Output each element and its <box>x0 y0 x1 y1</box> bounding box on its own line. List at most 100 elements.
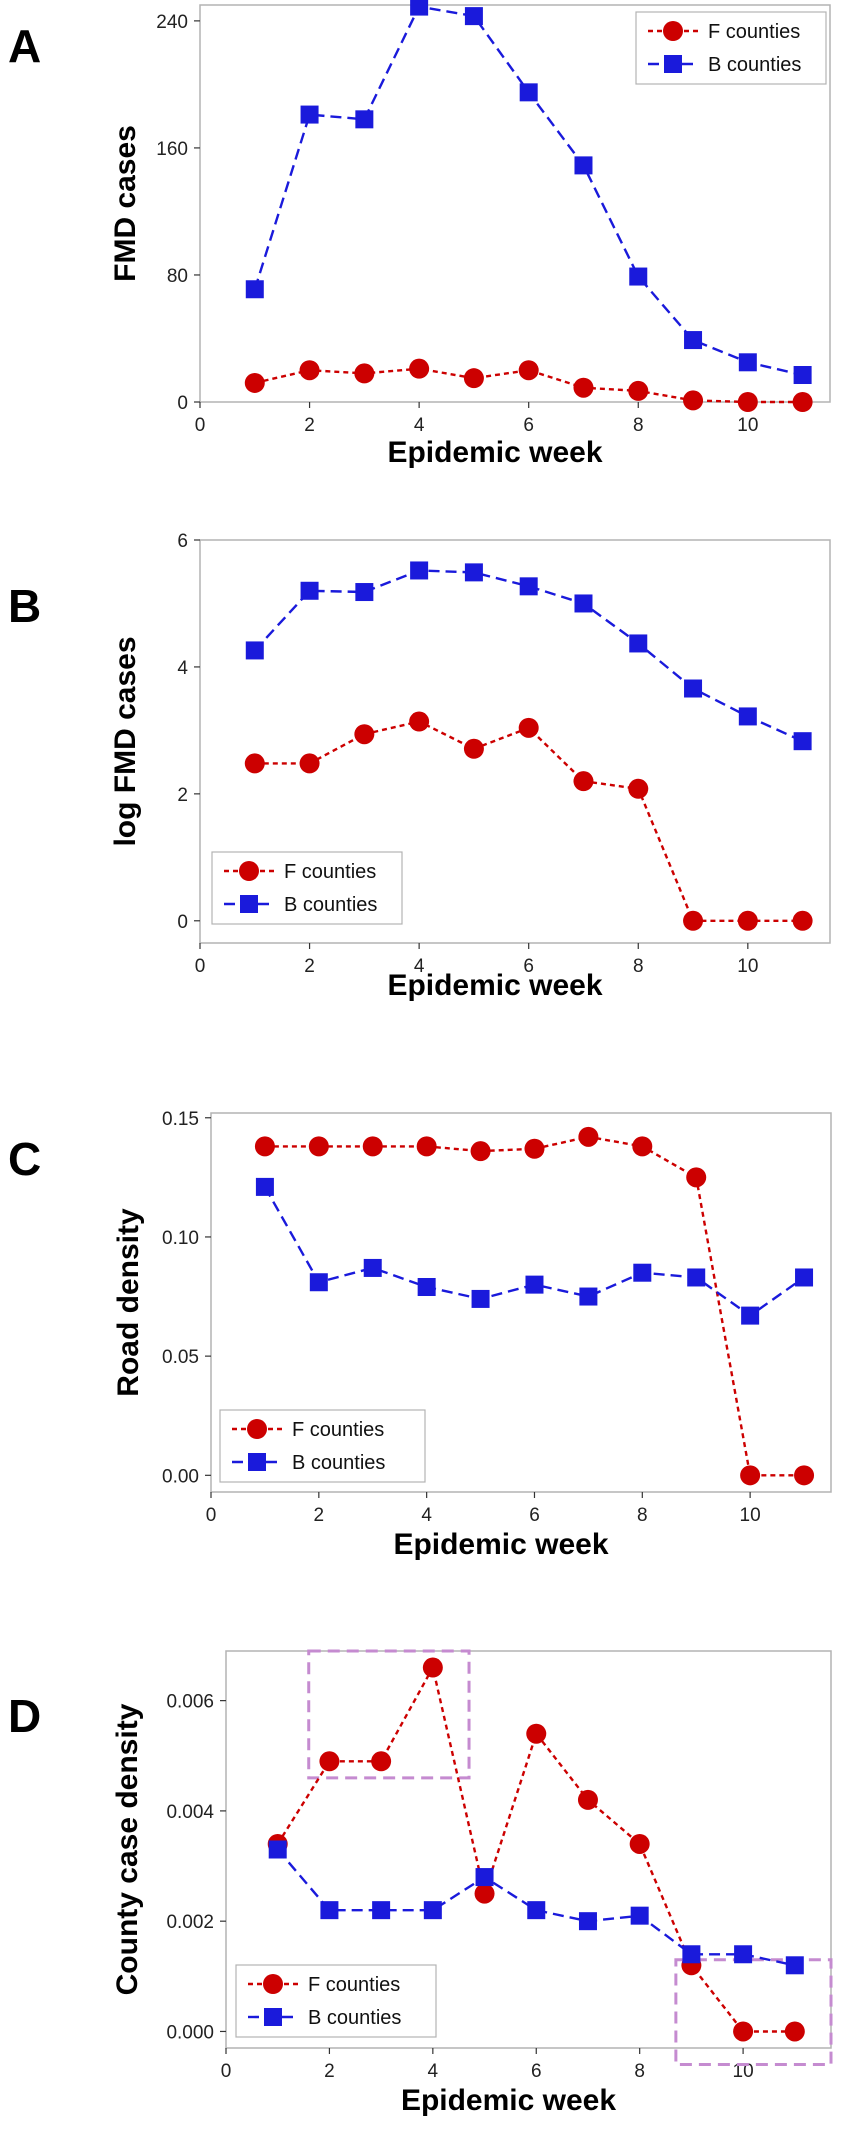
data-point <box>299 753 320 774</box>
data-point <box>319 1751 340 1772</box>
x-tick-label: 6 <box>523 956 534 977</box>
data-point <box>299 360 320 381</box>
data-point <box>475 1868 494 1887</box>
data-point <box>733 2021 754 2042</box>
y-tick-label: 0.002 <box>166 1912 214 1933</box>
data-point <box>464 563 483 582</box>
data-point <box>463 368 484 389</box>
x-tick-label: 8 <box>633 956 644 977</box>
data-point <box>354 363 375 384</box>
y-tick-label: 240 <box>156 12 188 33</box>
x-tick-label: 2 <box>314 1505 325 1526</box>
data-point <box>738 353 757 372</box>
legend-label: B counties <box>708 54 801 76</box>
data-point <box>422 1657 443 1678</box>
legend-marker <box>264 2008 282 2026</box>
data-point <box>684 331 703 350</box>
data-point <box>629 634 648 653</box>
data-point <box>577 1789 598 1810</box>
x-tick-label: 4 <box>421 1505 432 1526</box>
x-tick-label: 10 <box>737 956 758 977</box>
y-tick-label: 0 <box>177 393 188 414</box>
y-tick-label: 0.10 <box>162 1228 199 1249</box>
data-point <box>371 1751 392 1772</box>
data-point <box>300 105 319 124</box>
x-tick-label: 4 <box>428 2061 439 2082</box>
y-tick-label: 0.00 <box>162 1466 199 1487</box>
data-point <box>574 156 593 175</box>
data-point <box>784 2021 805 2042</box>
legend: F counties B counties <box>219 1409 426 1483</box>
data-point <box>793 732 812 751</box>
y-tick-label: 4 <box>177 658 188 679</box>
x-tick-label: 10 <box>740 1505 761 1526</box>
chart-panel-a: A 0 2 4 6 8 10 0 80 160 240 Epidemic week FMD cases F… <box>8 0 831 469</box>
legend: F counties B counties <box>635 11 827 85</box>
data-point <box>578 1912 597 1931</box>
data-point <box>518 717 539 738</box>
legend-label: F counties <box>308 1974 400 1996</box>
legend-label: F counties <box>284 861 376 883</box>
data-point <box>687 1268 706 1287</box>
data-point <box>792 392 813 412</box>
x-tick-label: 10 <box>733 2061 754 2082</box>
data-point <box>245 641 264 660</box>
series-b-counties <box>255 1177 814 1325</box>
data-point <box>686 1167 707 1188</box>
data-point <box>471 1289 490 1308</box>
data-point <box>309 1273 328 1292</box>
panel-letter: C <box>8 1133 41 1185</box>
x-tick-label: 0 <box>195 415 206 436</box>
y-tick-label: 0.004 <box>166 1802 214 1823</box>
data-point <box>372 1901 391 1920</box>
data-point <box>244 372 265 393</box>
legend-marker <box>663 21 683 41</box>
legend-marker <box>248 1453 266 1471</box>
data-point <box>245 280 264 299</box>
data-point <box>416 1136 437 1157</box>
series-f-counties <box>244 711 813 931</box>
data-point <box>740 1465 761 1486</box>
data-point <box>254 1136 275 1157</box>
y-tick-label: 0 <box>177 912 188 933</box>
y-axis-title: County case density <box>111 1703 144 1995</box>
data-point <box>417 1278 436 1297</box>
data-point <box>519 577 538 596</box>
series-f-counties <box>254 1126 815 1486</box>
data-point <box>474 1883 495 1904</box>
legend-label: F counties <box>292 1419 384 1441</box>
x-tick-label: 0 <box>195 956 206 977</box>
data-point <box>573 771 594 792</box>
x-tick-label: 4 <box>414 956 425 977</box>
series-line <box>253 569 804 743</box>
data-point <box>255 1177 274 1196</box>
x-tick-label: 10 <box>737 415 758 436</box>
data-point <box>682 1945 701 1964</box>
data-point <box>684 679 703 698</box>
data-point <box>363 1258 382 1277</box>
data-point <box>785 1956 804 1975</box>
data-point <box>355 110 374 129</box>
data-point <box>300 581 319 600</box>
data-point <box>632 1136 653 1157</box>
data-point <box>630 1906 649 1925</box>
data-point <box>518 360 539 381</box>
x-axis-title: Epidemic week <box>401 2084 616 2117</box>
x-tick-label: 8 <box>634 2061 645 2082</box>
data-point <box>793 366 812 385</box>
data-point <box>741 1306 760 1325</box>
data-point <box>244 753 265 774</box>
y-tick-label: 0.006 <box>166 1692 214 1713</box>
series-f-counties <box>267 1657 805 2042</box>
data-point <box>519 83 538 102</box>
legend-label: B counties <box>292 1452 385 1474</box>
x-axis-title: Epidemic week <box>387 436 602 469</box>
y-tick-label: 80 <box>167 266 188 287</box>
x-axis-title: Epidemic week <box>393 1528 608 1561</box>
legend-label: B counties <box>308 2007 401 2029</box>
series-b-counties <box>268 1840 804 1975</box>
data-point <box>525 1275 544 1294</box>
panel-letter: B <box>8 580 41 632</box>
series-b-counties <box>245 561 812 751</box>
data-point <box>629 267 648 286</box>
